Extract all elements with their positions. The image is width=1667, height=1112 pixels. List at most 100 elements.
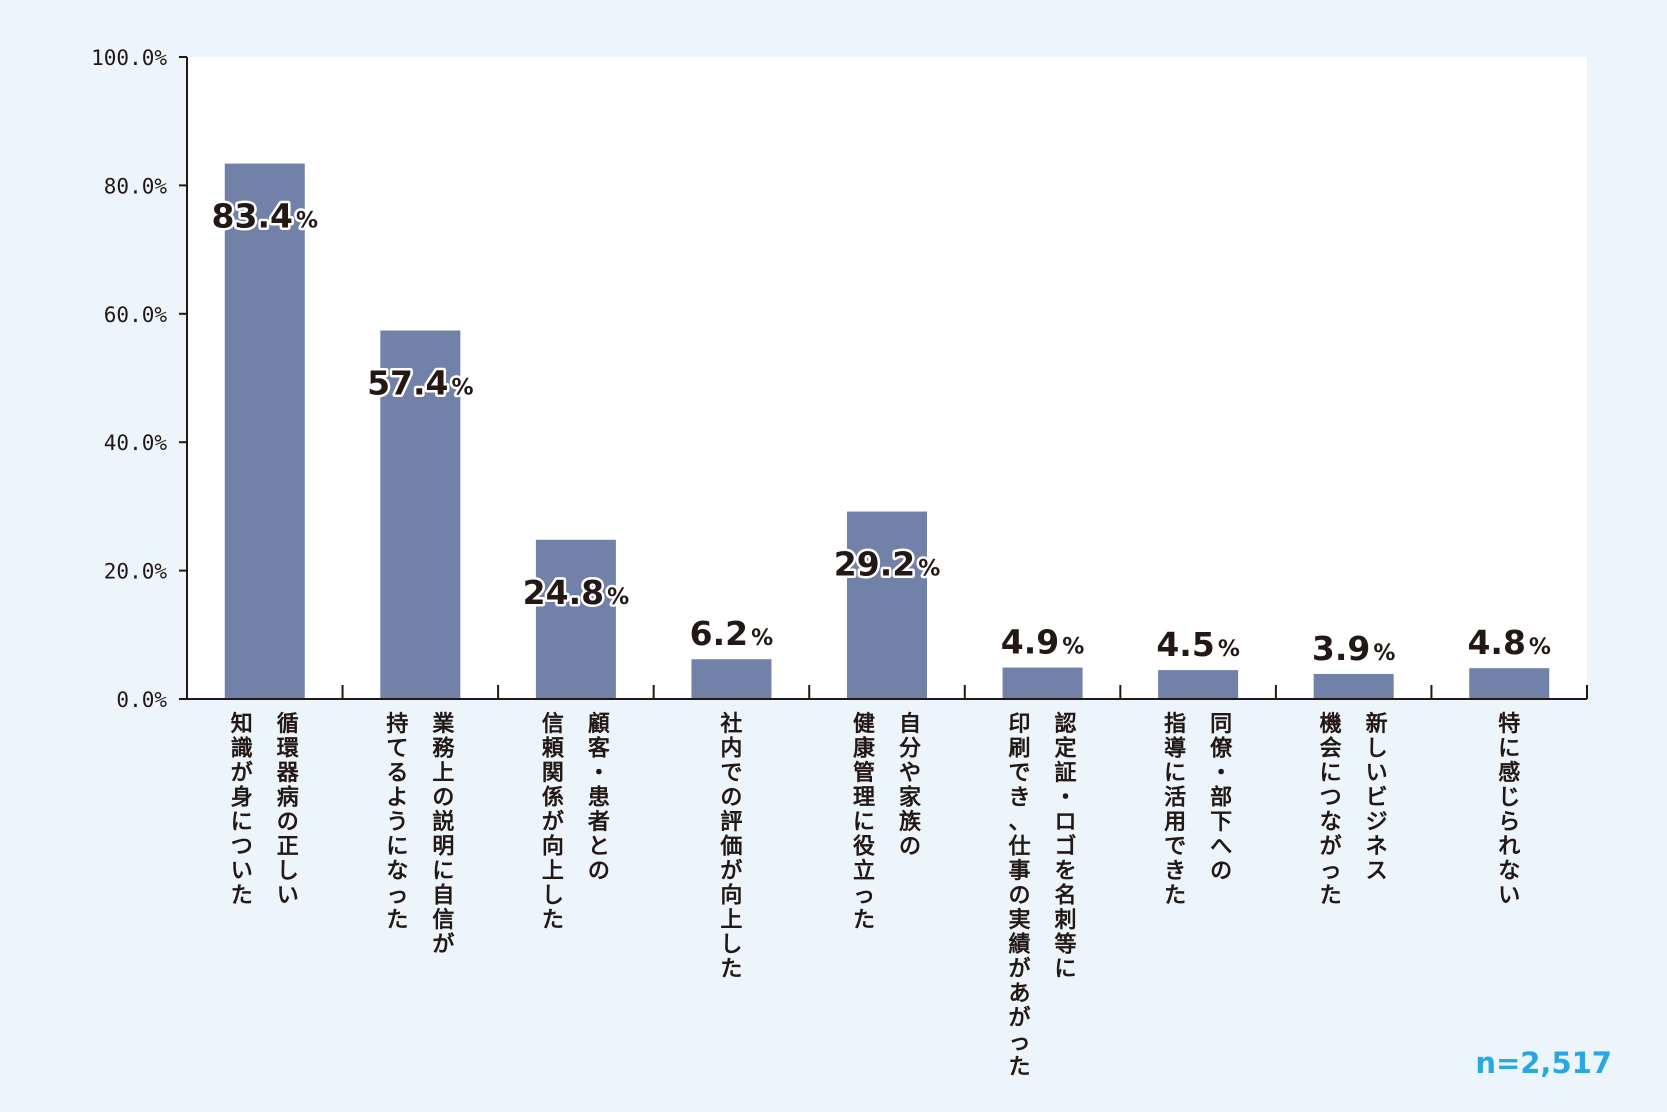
category-char: た (720, 957, 742, 982)
category-char: で (1009, 761, 1031, 786)
category-char: 自 (899, 711, 921, 737)
bar (1469, 668, 1550, 699)
category-label: 指導に活用できた (1164, 712, 1186, 909)
category-char: 同 (1210, 712, 1232, 737)
category-char: れ (1498, 835, 1520, 860)
category-char: あ (1009, 982, 1031, 1007)
category-char: し (542, 884, 564, 909)
value-number: 6.2 (690, 614, 748, 653)
category-char: 持 (386, 712, 408, 737)
value-unit: % (296, 209, 318, 234)
category-char: 理 (853, 786, 875, 811)
category-char: 病 (277, 785, 299, 811)
value-number: 24.8 (523, 573, 604, 612)
bar (1158, 670, 1239, 699)
category-char: 下 (1210, 810, 1232, 835)
category-char: た (542, 908, 564, 933)
category-char: 自 (432, 883, 454, 909)
category-char: の (720, 786, 742, 811)
category-label: 印刷でき、仕事の実績があがった (1008, 712, 1031, 1080)
category-char: が (720, 858, 742, 884)
category-char: に (231, 810, 253, 835)
value-unit: % (1062, 635, 1084, 660)
category-char: て (386, 737, 408, 762)
category-char: い (1498, 884, 1520, 909)
category-char: 証 (1055, 760, 1077, 786)
category-char: に (1498, 737, 1520, 762)
category-char: 績 (1009, 932, 1031, 958)
category-char: の (1009, 884, 1031, 909)
category-char: た (853, 908, 875, 933)
category-char: う (386, 810, 408, 835)
category-char: 指 (1164, 712, 1186, 737)
category-char: 向 (720, 883, 742, 909)
value-number: 4.5 (1156, 625, 1214, 664)
category-char: 認 (1055, 711, 1077, 737)
category-char: っ (1320, 859, 1342, 884)
category-char: い (1366, 761, 1388, 786)
category-char: が (1009, 956, 1031, 982)
value-label: 4.8% (1467, 623, 1551, 662)
category-char: た (231, 884, 253, 909)
category-char: 康 (853, 736, 876, 762)
category-label: 特に感じられない (1498, 711, 1520, 909)
category-char: 頼 (542, 737, 565, 762)
y-tick-label: 0.0% (116, 688, 167, 712)
category-label: 自分や家族の (899, 711, 922, 860)
category-char: つ (1320, 786, 1342, 811)
value-number: 29.2 (834, 545, 915, 584)
category-char: 管 (853, 760, 875, 786)
category-char: 活 (1164, 786, 1186, 811)
category-char: 役 (853, 835, 875, 860)
category-char: 信 (432, 907, 454, 933)
category-label: 機会につながった (1320, 712, 1342, 909)
category-char: ら (1498, 810, 1520, 835)
category-char: ロ (1055, 810, 1077, 835)
value-unit: % (1218, 637, 1240, 662)
value-unit: % (918, 557, 940, 582)
sample-size-note: n=2,517 (1475, 1046, 1612, 1080)
category-label: 同僚・部下への (1210, 712, 1233, 884)
value-number: 83.4 (212, 197, 293, 236)
value-label: 4.9% (1001, 623, 1085, 662)
category-char: 評 (720, 809, 742, 835)
value-label: 29.2% (834, 545, 940, 584)
category-char: ネ (1366, 835, 1388, 860)
category-label: 認定証・ロゴを名刺等に (1055, 711, 1077, 982)
category-char: 業 (432, 712, 455, 737)
value-label: 83.4% (212, 197, 318, 236)
category-label: 健康管理に役立った (853, 711, 876, 933)
category-char: 、 (1009, 810, 1031, 835)
category-char: が (1009, 1005, 1031, 1031)
category-char: の (588, 859, 610, 884)
category-char: 仕 (1008, 835, 1031, 860)
y-tick-label: 80.0% (104, 174, 168, 198)
category-char: 知 (231, 711, 253, 737)
category-char: ジ (1366, 810, 1388, 835)
category-char: が (1320, 834, 1342, 860)
category-char: た (1164, 884, 1186, 909)
category-char: を (1055, 859, 1077, 884)
category-char: な (386, 859, 408, 884)
category-char: 印 (1009, 712, 1031, 737)
category-char: 身 (231, 785, 253, 811)
category-label: 循環器病の正しい (276, 711, 300, 909)
category-char: な (1320, 810, 1342, 835)
category-char: に (1055, 957, 1077, 982)
category-char: が (231, 760, 253, 786)
category-char: っ (853, 884, 875, 909)
category-char: の (899, 835, 921, 860)
category-char: 分 (899, 737, 921, 762)
category-char: き (1009, 786, 1031, 811)
category-char: ス (1366, 859, 1388, 884)
category-char: 患 (588, 785, 610, 811)
category-char: っ (1009, 1031, 1031, 1056)
category-char: に (1164, 761, 1186, 786)
bar (535, 539, 616, 699)
category-label: 新しいビジネス (1366, 711, 1388, 884)
category-char: や (899, 761, 921, 786)
category-char: 上 (432, 761, 454, 786)
value-unit: % (751, 626, 773, 651)
value-label: 4.5% (1156, 625, 1240, 664)
category-char: ・ (1055, 786, 1077, 811)
